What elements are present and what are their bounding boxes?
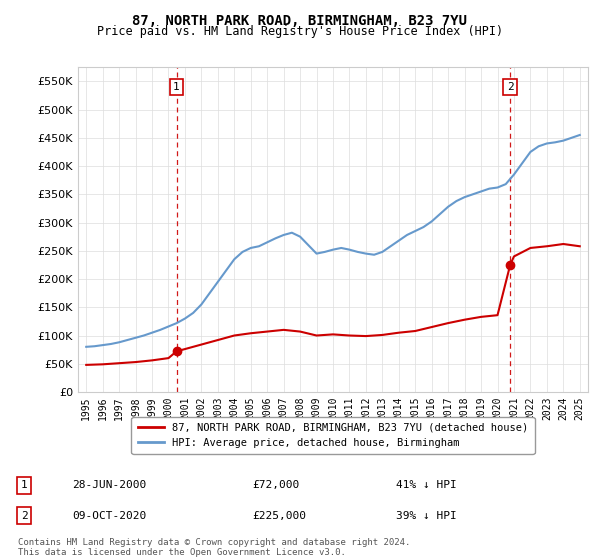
Text: 1: 1 xyxy=(20,480,28,490)
Text: Price paid vs. HM Land Registry's House Price Index (HPI): Price paid vs. HM Land Registry's House … xyxy=(97,25,503,38)
Text: 41% ↓ HPI: 41% ↓ HPI xyxy=(396,480,457,490)
Text: 39% ↓ HPI: 39% ↓ HPI xyxy=(396,511,457,521)
Text: 09-OCT-2020: 09-OCT-2020 xyxy=(72,511,146,521)
Legend: 87, NORTH PARK ROAD, BIRMINGHAM, B23 7YU (detached house), HPI: Average price, d: 87, NORTH PARK ROAD, BIRMINGHAM, B23 7YU… xyxy=(131,417,535,454)
Text: 2: 2 xyxy=(20,511,28,521)
Text: 87, NORTH PARK ROAD, BIRMINGHAM, B23 7YU: 87, NORTH PARK ROAD, BIRMINGHAM, B23 7YU xyxy=(133,14,467,28)
Text: Contains HM Land Registry data © Crown copyright and database right 2024.
This d: Contains HM Land Registry data © Crown c… xyxy=(18,538,410,557)
Text: 2: 2 xyxy=(507,82,514,92)
Text: 1: 1 xyxy=(173,82,180,92)
Text: £72,000: £72,000 xyxy=(252,480,299,490)
Text: 28-JUN-2000: 28-JUN-2000 xyxy=(72,480,146,490)
Text: £225,000: £225,000 xyxy=(252,511,306,521)
